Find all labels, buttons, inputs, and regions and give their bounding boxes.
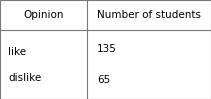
Text: like: like bbox=[8, 47, 27, 57]
Text: dislike: dislike bbox=[8, 73, 42, 83]
Text: Opinion: Opinion bbox=[23, 10, 64, 20]
Text: Number of students: Number of students bbox=[97, 10, 201, 20]
Text: 135: 135 bbox=[97, 44, 117, 54]
Text: 65: 65 bbox=[97, 75, 110, 85]
